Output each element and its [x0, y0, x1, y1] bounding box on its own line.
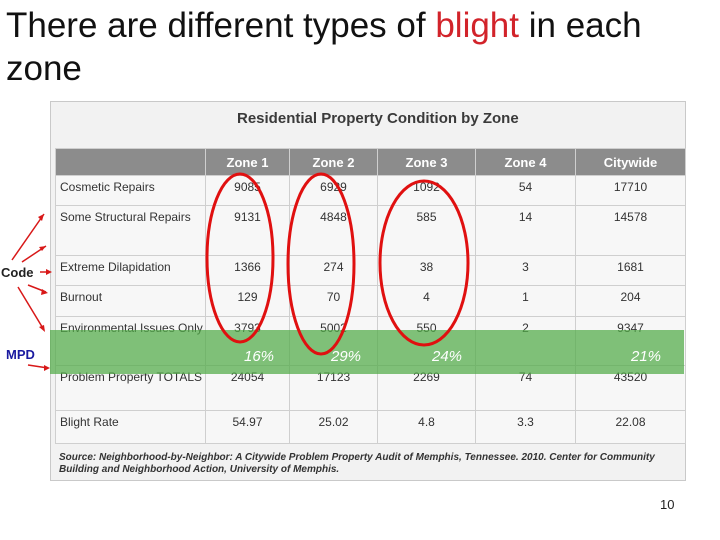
row-label: Some Structural Repairs: [55, 205, 206, 256]
zone-3-percent: 24%: [432, 348, 463, 365]
table-row: Burnout 129 70 4 1 204: [55, 285, 686, 317]
row-label: Cosmetic Repairs: [55, 175, 206, 206]
code-arrow-4: [27, 284, 47, 293]
zone-2-percent: 29%: [331, 348, 362, 365]
cell: 54.97: [205, 410, 290, 444]
cell: 38: [377, 255, 476, 286]
table-row: Blight Rate 54.97 25.02 4.8 3.3 22.08: [55, 410, 686, 444]
table-row: Cosmetic Repairs 9085 6929 1092 54 17710: [55, 175, 686, 206]
arrowhead: [41, 289, 48, 295]
mpd-arrow: [27, 364, 49, 369]
cell: 22.08: [575, 410, 686, 444]
arrowhead: [39, 246, 46, 251]
cell: 204: [575, 285, 686, 317]
table-source-note: Source: Neighborhood-by-Neighbor: A City…: [59, 452, 655, 475]
cell: 3: [475, 255, 576, 286]
table-row: Some Structural Repairs 9131 4848 585 14…: [55, 205, 686, 256]
table-title: Residential Property Condition by Zone: [237, 110, 519, 127]
cell: 4: [377, 285, 476, 317]
citywide-percent: 21%: [631, 348, 662, 365]
col-zone-1: Zone 1: [205, 148, 290, 176]
cell: 1092: [377, 175, 476, 206]
arrowhead: [39, 325, 45, 332]
cell: 70: [289, 285, 378, 317]
cell: 3.3: [475, 410, 576, 444]
cell: 14578: [575, 205, 686, 256]
cell: 1: [475, 285, 576, 317]
cell: 6929: [289, 175, 378, 206]
col-zone-3: Zone 3: [377, 148, 476, 176]
condition-table: Zone 1 Zone 2 Zone 3 Zone 4 Citywide Cos…: [55, 148, 686, 444]
code-arrow-5: [17, 286, 45, 331]
cell: 14: [475, 205, 576, 256]
table-header-row: Zone 1 Zone 2 Zone 3 Zone 4 Citywide: [55, 148, 686, 176]
cell: 17710: [575, 175, 686, 206]
cell: 9131: [205, 205, 290, 256]
zone-1-percent: 16%: [244, 348, 275, 365]
cell: 25.02: [289, 410, 378, 444]
row-label: Extreme Dilapidation: [55, 255, 206, 286]
header-blank: [55, 148, 206, 176]
slide-title: There are different types of blight in e…: [6, 6, 642, 88]
table-row: Extreme Dilapidation 1366 274 38 3 1681: [55, 255, 686, 286]
cell: 585: [377, 205, 476, 256]
condition-table-image: Residential Property Condition by Zone Z…: [50, 101, 686, 481]
page-number: 10: [660, 497, 675, 512]
col-zone-4: Zone 4: [475, 148, 576, 176]
mpd-label: MPD: [6, 347, 35, 362]
cell: 4848: [289, 205, 378, 256]
code-arrow-1: [11, 213, 45, 261]
code-label: Code: [1, 265, 34, 280]
row-label: Blight Rate: [55, 410, 206, 444]
arrowhead: [38, 214, 44, 221]
cell: 1366: [205, 255, 290, 286]
col-citywide: Citywide: [575, 148, 686, 176]
cell: 274: [289, 255, 378, 286]
cell: 54: [475, 175, 576, 206]
title-highlight: blight: [435, 6, 519, 45]
mpd-highlight-band: [50, 330, 684, 374]
col-zone-2: Zone 2: [289, 148, 378, 176]
code-arrow-2: [21, 245, 47, 263]
cell: 1681: [575, 255, 686, 286]
row-label: Burnout: [55, 285, 206, 317]
cell: 129: [205, 285, 290, 317]
cell: 4.8: [377, 410, 476, 444]
cell: 9085: [205, 175, 290, 206]
